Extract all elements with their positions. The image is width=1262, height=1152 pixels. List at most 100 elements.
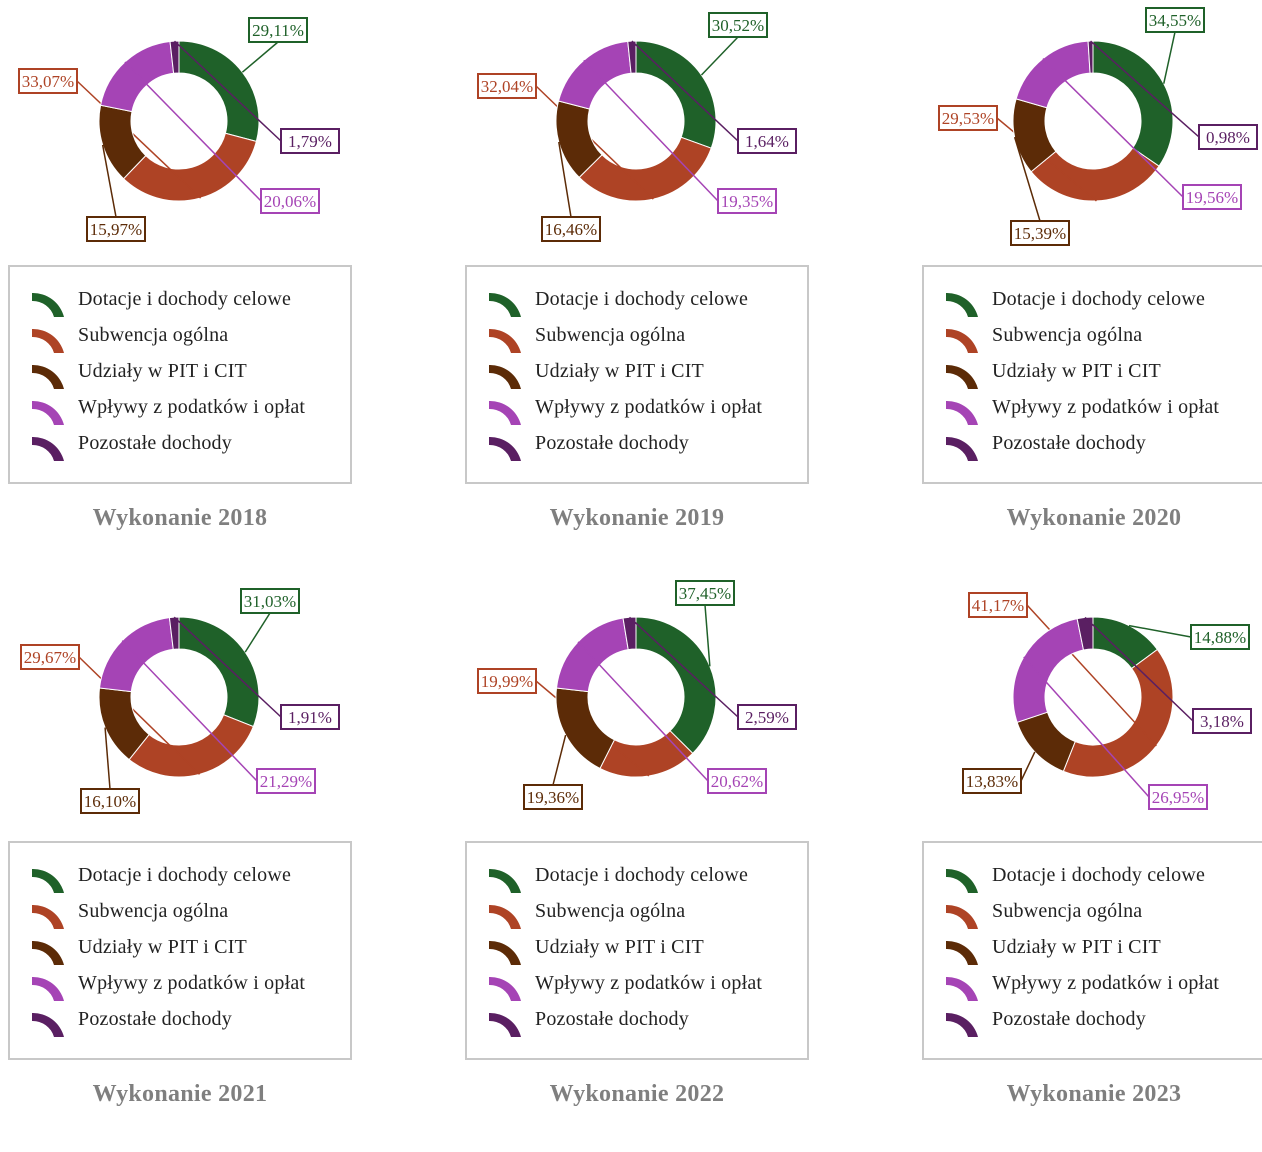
data-label-box-udzialy [80,788,140,814]
legend-swatch-wplywy [489,400,521,425]
legend-label: Udziały w PIT i CIT [992,360,1161,382]
legend: Dotacje i dochody celowe Subwencja ogólna… [8,841,352,1060]
data-label-wplywy: 26,95% [1152,788,1204,807]
data-label-box-dotacje [248,17,308,43]
data-label-pozostale: 2,59% [745,708,789,727]
legend-label: Udziały w PIT i CIT [992,936,1161,958]
data-label-wplywy: 20,62% [711,772,763,791]
legend-swatch-wplywy [32,976,64,1001]
data-label-box-dotacje [1190,624,1250,650]
data-label-box-pozostale [1192,708,1252,734]
donut-slice-pozostale [1087,40,1094,74]
legend-label: Pozostałe dochody [992,1008,1146,1030]
data-label-box-pozostale [280,704,340,730]
data-label-pozostale: 0,98% [1206,128,1250,147]
legend-swatch-udzialy [946,364,978,389]
data-label-subwencja: 29,67% [24,648,76,667]
legend-swatch-subwencja [946,904,978,929]
legend-swatch-dotacje [32,292,64,317]
donut-slice-wplywy [555,617,629,693]
data-label-box-pozostale [280,128,340,154]
legend-swatch-dotacje [489,292,521,317]
legend: Dotacje i dochody celowe Subwencja ogólna… [922,841,1262,1060]
data-label-dotacje: 31,03% [244,592,296,611]
chart-title: Wykonanie 2019 [549,505,725,531]
legend-label: Subwencja ogólna [992,324,1143,346]
legend-label: Pozostałe dochody [78,1008,232,1030]
data-label-subwencja: 19,99% [481,672,533,691]
leader-line-udzialy [558,141,572,218]
legend-label: Wpływy z podatków i opłat [535,972,763,994]
donut-slice-dotacje [1092,40,1174,167]
data-label-box-udzialy [541,216,601,242]
legend-label: Wpływy z podatków i opłat [78,972,306,994]
leader-line-wplywy [121,640,258,782]
chart-panel: 31,03% 29,67% 16,10% 21,29% 1,91% Dotacje i d… [8,576,428,1152]
donut-slice-wplywy [1015,40,1091,109]
donut-chart: 29,11% 33,07% 15,97% 20,06% 1,79% [18,17,340,242]
leader-line-subwencja [78,656,201,775]
leader-line-dotacje [1128,624,1192,638]
legend-swatch-dotacje [489,868,521,893]
legend-label: Pozostałe dochody [535,432,689,454]
legend: Dotacje i dochody celowe Subwencja ogólna… [8,265,352,484]
data-label-box-pozostale [1198,124,1258,150]
chart-title: Wykonanie 2020 [1006,505,1182,531]
data-label-dotacje: 30,52% [712,16,764,35]
data-label-box-wplywy [1182,184,1242,210]
data-label-box-subwencja [477,73,537,99]
leader-line-subwencja [1026,604,1157,747]
leader-line-udzialy [101,144,117,218]
leader-line-udzialy [104,727,111,790]
donut-slice-dotacje [635,40,717,149]
chart-title: Wykonanie 2023 [1006,1081,1182,1107]
leader-line-pozostale [1084,616,1194,722]
legend-label: Subwencja ogólna [535,324,686,346]
leader-line-pozostale [631,40,739,142]
data-label-dotacje: 34,55% [1149,11,1201,30]
data-label-box-subwencja [18,68,78,94]
donut-slice-udzialy [1016,711,1076,772]
legend-label: Subwencja ogólna [992,900,1143,922]
data-label-box-pozostale [737,704,797,730]
leader-line-dotacje [704,604,711,667]
legend: Dotacje i dochody celowe Subwencja ogólna… [922,265,1262,484]
data-label-box-wplywy [1148,784,1208,810]
legend-swatch-pozostale [489,436,521,461]
leader-line-wplywy [1042,58,1184,198]
data-label-udzialy: 16,10% [84,792,136,811]
data-label-udzialy: 15,39% [1014,224,1066,243]
legend-label: Udziały w PIT i CIT [78,936,247,958]
data-label-pozostale: 1,64% [745,132,789,151]
legend-label: Dotacje i dochody celowe [78,288,292,310]
legend-swatch-subwencja [32,328,64,353]
legend-label: Wpływy z podatków i opłat [78,396,306,418]
data-label-subwencja: 32,04% [481,77,533,96]
donut-slice-pozostale [627,40,637,74]
legend: Dotacje i dochody celowe Subwencja ogólna… [465,841,809,1060]
data-label-pozostale: 3,18% [1200,712,1244,731]
donut-slice-subwencja [122,132,257,202]
donut-chart: 14,88% 41,17% 13,83% 26,95% 3,18% [962,592,1252,810]
data-label-udzialy: 19,36% [527,788,579,807]
data-label-pozostale: 1,91% [288,708,332,727]
data-label-box-subwencja [20,644,80,670]
legend-swatch-udzialy [32,364,64,389]
legend-label: Wpływy z podatków i opłat [992,396,1220,418]
legend-label: Udziały w PIT i CIT [78,360,247,382]
legend-label: Dotacje i dochody celowe [535,288,749,310]
legend-label: Udziały w PIT i CIT [535,360,704,382]
donut-chart: 31,03% 29,67% 16,10% 21,29% 1,91% [20,588,340,814]
donut-slice-subwencja [128,714,254,778]
leader-line-wplywy [1023,656,1150,798]
legend-label: Wpływy z podatków i opłat [535,396,763,418]
leader-line-udzialy [1013,136,1041,222]
chart-panel: 37,45% 19,99% 19,36% 20,62% 2,59% Dotacje i d… [465,576,885,1152]
donut-slice-pozostale [622,616,637,651]
legend-label: Dotacje i dochody celowe [535,864,749,886]
leader-line-subwencja [535,85,654,200]
donut-slice-dotacje [635,616,717,755]
donut-slice-udzialy [555,687,616,770]
data-label-udzialy: 16,46% [545,220,597,239]
leader-line-wplywy [124,61,262,202]
